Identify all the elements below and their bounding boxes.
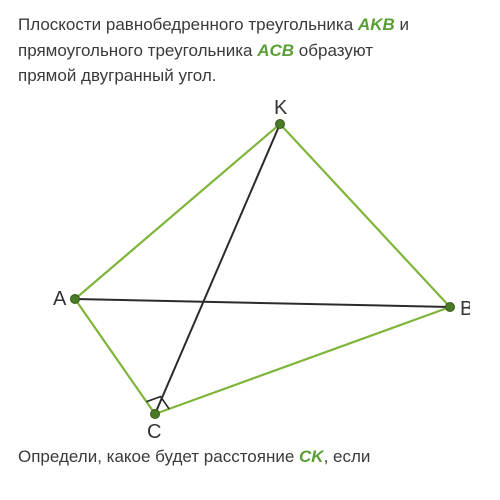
bottom-text: Определи, какое будет расстояние CK, есл… (18, 447, 482, 467)
vertex-A (71, 294, 80, 303)
text-segment: Плоскости равнобедренного треугольника (18, 15, 358, 34)
edge-KB (280, 124, 450, 307)
vertex-label-A: A (53, 288, 67, 310)
vertex-label-K: K (274, 99, 288, 119)
text-segment: прямоугольного треугольника (18, 41, 257, 60)
text-segment: образуют (294, 41, 373, 60)
diagram-container: A K B C (18, 99, 482, 439)
edge-CB (155, 307, 450, 414)
geometry-diagram: A K B C (30, 99, 470, 439)
vertex-label-C: C (147, 421, 161, 439)
triangle-1-label: AKB (358, 15, 395, 34)
edge-CK (155, 124, 280, 414)
vertex-K (276, 119, 285, 128)
edge-AK (75, 124, 280, 299)
edge-AB (75, 299, 450, 307)
vertex-label-B: B (460, 298, 470, 320)
text-segment: прямой двугранный угол. (18, 66, 217, 85)
vertex-B (446, 302, 455, 311)
edge-AC (75, 299, 155, 414)
text-segment: Определи, какое будет расстояние (18, 447, 299, 466)
problem-text: Плоскости равнобедренного треугольника A… (18, 12, 482, 89)
triangle-2-label: ACB (257, 41, 294, 60)
segment-ck-label: CK (299, 447, 324, 466)
text-segment: , если (324, 447, 371, 466)
vertex-C (151, 409, 160, 418)
text-segment: и (395, 15, 409, 34)
